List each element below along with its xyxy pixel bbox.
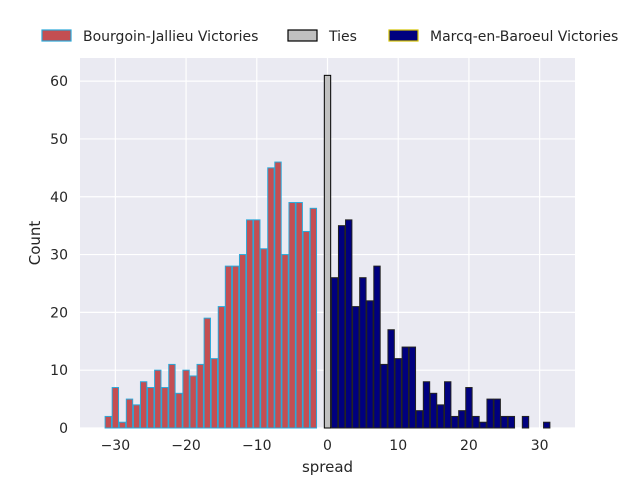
bar-bourgoin-jallieu-victories <box>260 248 268 429</box>
y-tick-label: 50 <box>50 132 68 148</box>
bar-bourgoin-jallieu-victories <box>168 363 176 429</box>
bar-marcq-en-baroeul-victories <box>373 265 381 429</box>
y-tick-labels: 0 10 20 30 40 50 60 <box>50 74 68 437</box>
bar-marcq-en-baroeul-victories <box>380 363 388 429</box>
bar-bourgoin-jallieu-victories <box>104 415 112 429</box>
legend-label-bourgoin-jallieu-victories: Bourgoin-Jallieu Victories <box>83 29 258 45</box>
bar-marcq-en-baroeul-victories <box>337 225 346 429</box>
bar-bourgoin-jallieu-victories <box>281 254 289 429</box>
bar-marcq-en-baroeul-victories <box>451 415 459 429</box>
bar-bourgoin-jallieu-victories <box>196 363 204 429</box>
bar-marcq-en-baroeul-victories <box>401 346 409 429</box>
bar-marcq-en-baroeul-victories <box>521 415 530 429</box>
y-tick-label: 60 <box>50 74 68 90</box>
bar-marcq-en-baroeul-victories <box>500 415 508 429</box>
bar-bourgoin-jallieu-victories <box>161 387 169 429</box>
bar-marcq-en-baroeul-victories <box>366 300 374 429</box>
bar-marcq-en-baroeul-victories <box>394 358 402 429</box>
y-tick-label: 30 <box>50 248 68 264</box>
bar-bourgoin-jallieu-victories <box>253 219 261 429</box>
bar-marcq-en-baroeul-victories <box>345 219 353 429</box>
bar-bourgoin-jallieu-victories <box>203 317 211 429</box>
bar-bourgoin-jallieu-victories <box>139 381 148 429</box>
bar-bourgoin-jallieu-victories <box>175 392 183 429</box>
legend-swatch-ties <box>287 29 318 42</box>
y-tick-label: 0 <box>59 421 68 437</box>
bar-marcq-en-baroeul-victories <box>429 392 438 429</box>
bar-bourgoin-jallieu-victories <box>182 369 190 429</box>
bar-bourgoin-jallieu-victories <box>302 230 310 429</box>
y-tick-label: 40 <box>50 190 68 206</box>
bar-marcq-en-baroeul-victories <box>436 404 445 429</box>
bar-bourgoin-jallieu-victories <box>154 369 162 429</box>
x-tick-label: −30 <box>101 438 131 454</box>
x-tick-label: 30 <box>531 438 549 454</box>
bar-marcq-en-baroeul-victories <box>387 329 395 429</box>
x-axis-label: spread <box>302 458 353 476</box>
legend-swatch-marcq-en-baroeul-victories <box>388 29 419 42</box>
bar-bourgoin-jallieu-victories <box>147 387 155 429</box>
legend-label-marcq-en-baroeul-victories: Marcq-en-Baroeul Victories <box>430 29 618 45</box>
x-tick-label: −20 <box>171 438 201 454</box>
x-tick-labels: −30 −20 −10 0 10 20 30 <box>101 438 549 454</box>
bar-marcq-en-baroeul-victories <box>493 398 501 429</box>
bar-bourgoin-jallieu-victories <box>118 421 127 429</box>
bar-bourgoin-jallieu-victories <box>274 161 282 429</box>
bar-bourgoin-jallieu-victories <box>224 265 233 429</box>
bar-bourgoin-jallieu-victories <box>288 202 296 429</box>
bar-marcq-en-baroeul-victories <box>422 381 431 429</box>
x-tick-label: 20 <box>460 438 478 454</box>
bar-marcq-en-baroeul-victories <box>479 421 487 429</box>
bar-marcq-en-baroeul-victories <box>330 277 339 429</box>
bar-marcq-en-baroeul-victories <box>543 421 551 429</box>
bars <box>104 74 551 429</box>
bar-marcq-en-baroeul-victories <box>458 410 466 429</box>
bar-bourgoin-jallieu-victories <box>125 398 134 429</box>
bar-bourgoin-jallieu-victories <box>132 404 141 429</box>
y-tick-label: 20 <box>50 305 68 321</box>
bar-marcq-en-baroeul-victories <box>444 381 452 429</box>
bar-marcq-en-baroeul-victories <box>408 346 417 429</box>
bar-marcq-en-baroeul-victories <box>507 415 516 429</box>
legend-swatch-bourgoin-jallieu-victories <box>41 29 72 42</box>
legend: Bourgoin-Jallieu Victories Ties Marcq-en-B… <box>41 29 618 45</box>
bar-marcq-en-baroeul-victories <box>359 277 367 429</box>
bar-marcq-en-baroeul-victories <box>415 410 424 429</box>
bar-bourgoin-jallieu-victories <box>217 306 226 429</box>
x-tick-label: 0 <box>323 438 332 454</box>
y-tick-label: 10 <box>50 363 68 379</box>
bar-bourgoin-jallieu-victories <box>309 207 318 429</box>
bar-bourgoin-jallieu-victories <box>238 254 247 429</box>
bar-bourgoin-jallieu-victories <box>231 265 240 429</box>
bar-marcq-en-baroeul-victories <box>486 398 494 429</box>
y-axis-label: Count <box>26 221 44 266</box>
legend-label-ties: Ties <box>328 29 357 45</box>
x-tick-label: 10 <box>389 438 407 454</box>
bar-bourgoin-jallieu-victories <box>189 375 197 429</box>
x-tick-label: −10 <box>242 438 272 454</box>
bar-bourgoin-jallieu-victories <box>295 202 303 429</box>
bar-bourgoin-jallieu-victories <box>210 358 219 429</box>
bar-marcq-en-baroeul-victories <box>465 387 473 429</box>
bar-bourgoin-jallieu-victories <box>267 167 275 429</box>
bar-ties <box>323 74 332 429</box>
bar-bourgoin-jallieu-victories <box>111 387 120 429</box>
bar-marcq-en-baroeul-victories <box>352 306 360 429</box>
bar-marcq-en-baroeul-victories <box>472 415 480 429</box>
bar-bourgoin-jallieu-victories <box>246 219 254 429</box>
